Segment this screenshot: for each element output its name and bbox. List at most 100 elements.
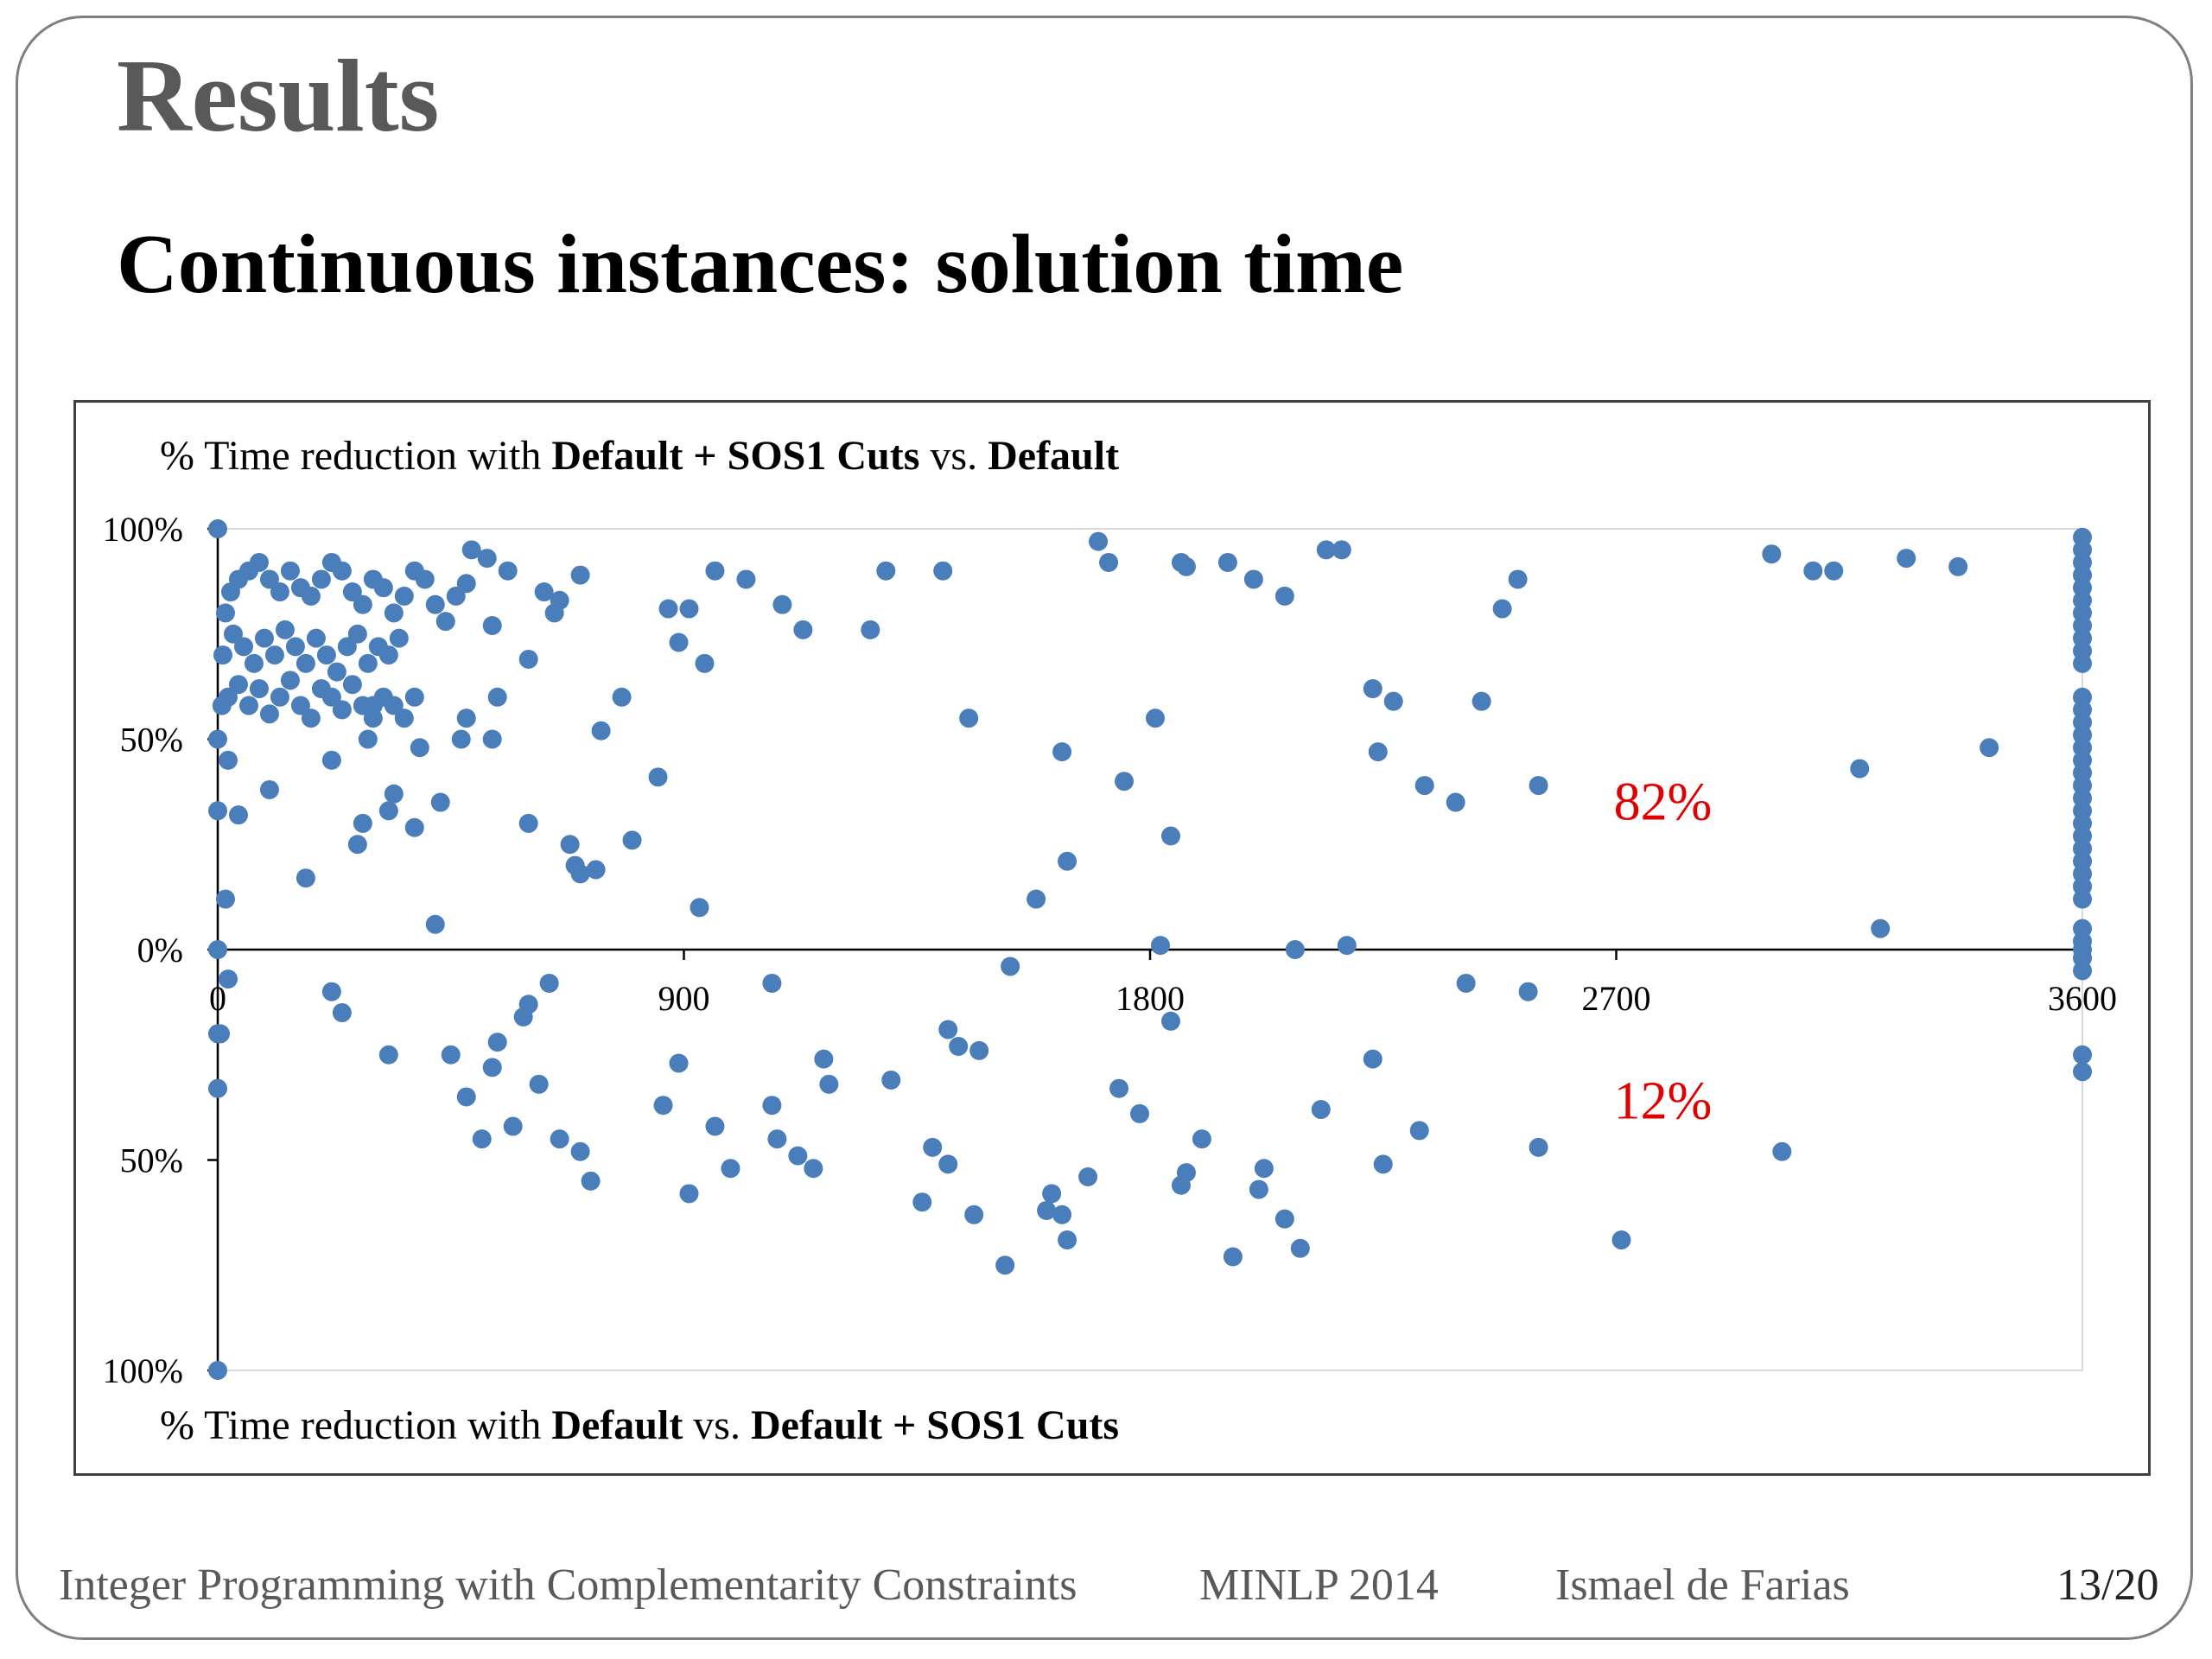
data-point — [384, 784, 404, 804]
data-point — [430, 792, 450, 812]
x-tick-label: 2700 — [1582, 979, 1651, 1018]
data-point — [534, 582, 554, 602]
data-point — [332, 1003, 352, 1023]
data-point — [378, 645, 398, 665]
data-point — [259, 779, 279, 799]
data-point — [404, 817, 424, 837]
data-point — [280, 561, 300, 581]
data-point — [218, 750, 238, 770]
data-point — [695, 653, 715, 673]
data-point — [612, 687, 632, 707]
chart-title-bottom-mid: vs. — [683, 1402, 751, 1448]
data-point — [316, 645, 336, 665]
data-point — [384, 696, 404, 715]
data-point — [1109, 1078, 1129, 1098]
annotation-label: 12% — [1614, 1071, 1713, 1130]
data-point — [306, 628, 326, 648]
data-point — [1192, 1129, 1211, 1149]
data-point — [378, 1045, 398, 1065]
data-point — [487, 1033, 507, 1052]
data-point — [1824, 561, 1844, 581]
data-point — [477, 549, 497, 569]
data-point — [705, 1116, 725, 1136]
data-point — [389, 628, 409, 648]
data-point — [249, 679, 269, 699]
data-point — [451, 729, 471, 749]
data-point — [772, 594, 792, 614]
data-point — [270, 687, 289, 707]
x-tick-label: 900 — [658, 979, 710, 1018]
data-point — [881, 1070, 901, 1090]
data-point — [969, 1040, 989, 1060]
data-point — [762, 973, 782, 993]
data-point — [2073, 889, 2092, 909]
data-point — [767, 1129, 787, 1149]
data-point — [321, 687, 341, 707]
data-point — [1130, 1103, 1150, 1123]
data-point — [539, 973, 559, 993]
data-point — [1099, 552, 1119, 572]
chart-title-bottom-pre: % Time reduction with — [160, 1402, 552, 1448]
data-point — [311, 569, 331, 589]
data-point — [964, 1205, 984, 1224]
data-point — [223, 624, 243, 644]
data-point — [373, 578, 393, 598]
data-point — [208, 1078, 227, 1098]
slide-frame — [16, 16, 2193, 1640]
chart-title-bottom-b2: Default + SOS1 Cuts — [750, 1402, 1120, 1448]
data-point — [591, 721, 611, 741]
data-point — [208, 729, 227, 749]
data-point — [435, 612, 455, 632]
data-point — [622, 830, 642, 850]
data-point — [1150, 936, 1170, 956]
y-tick-label: 50% — [120, 721, 183, 760]
data-point — [1897, 549, 1916, 569]
data-point — [358, 729, 378, 749]
data-point — [482, 1058, 502, 1077]
data-point — [1160, 1011, 1180, 1031]
data-point — [296, 653, 315, 673]
data-point — [394, 709, 414, 728]
data-point — [1176, 556, 1196, 576]
data-point — [550, 590, 569, 610]
data-point — [1948, 556, 1968, 576]
data-point — [384, 603, 404, 623]
data-point — [353, 594, 372, 614]
data-point — [1290, 1238, 1310, 1258]
data-point — [1223, 1247, 1243, 1267]
data-point — [1980, 738, 1999, 758]
data-point — [1471, 691, 1491, 711]
data-point — [721, 1159, 741, 1179]
data-point — [736, 569, 756, 589]
data-point — [332, 561, 352, 581]
y-tick-label: 100% — [103, 1351, 183, 1390]
data-point — [215, 603, 235, 623]
data-point — [1274, 586, 1294, 606]
data-point — [570, 864, 590, 884]
data-point — [876, 561, 896, 581]
data-point — [296, 868, 315, 888]
data-point — [1243, 569, 1263, 589]
data-point — [788, 1146, 808, 1166]
annotation-label: 82% — [1614, 773, 1713, 832]
data-point — [1217, 552, 1237, 572]
data-point — [1611, 1230, 1631, 1250]
data-point — [342, 582, 362, 602]
data-point — [793, 620, 813, 639]
data-point — [1285, 940, 1305, 959]
data-point — [249, 552, 269, 572]
data-point — [208, 519, 227, 538]
data-point — [1456, 973, 1476, 993]
data-point — [938, 1154, 958, 1174]
data-point — [2073, 653, 2092, 673]
data-point — [301, 709, 321, 728]
data-point — [215, 889, 235, 909]
data-point — [353, 813, 372, 833]
data-point — [1274, 1209, 1294, 1229]
data-point — [1311, 1100, 1331, 1120]
data-point — [1518, 982, 1538, 1001]
data-point — [938, 1020, 958, 1039]
y-tick-label: 50% — [120, 1141, 183, 1180]
y-tick-label: 100% — [103, 510, 183, 549]
data-point — [208, 801, 227, 821]
